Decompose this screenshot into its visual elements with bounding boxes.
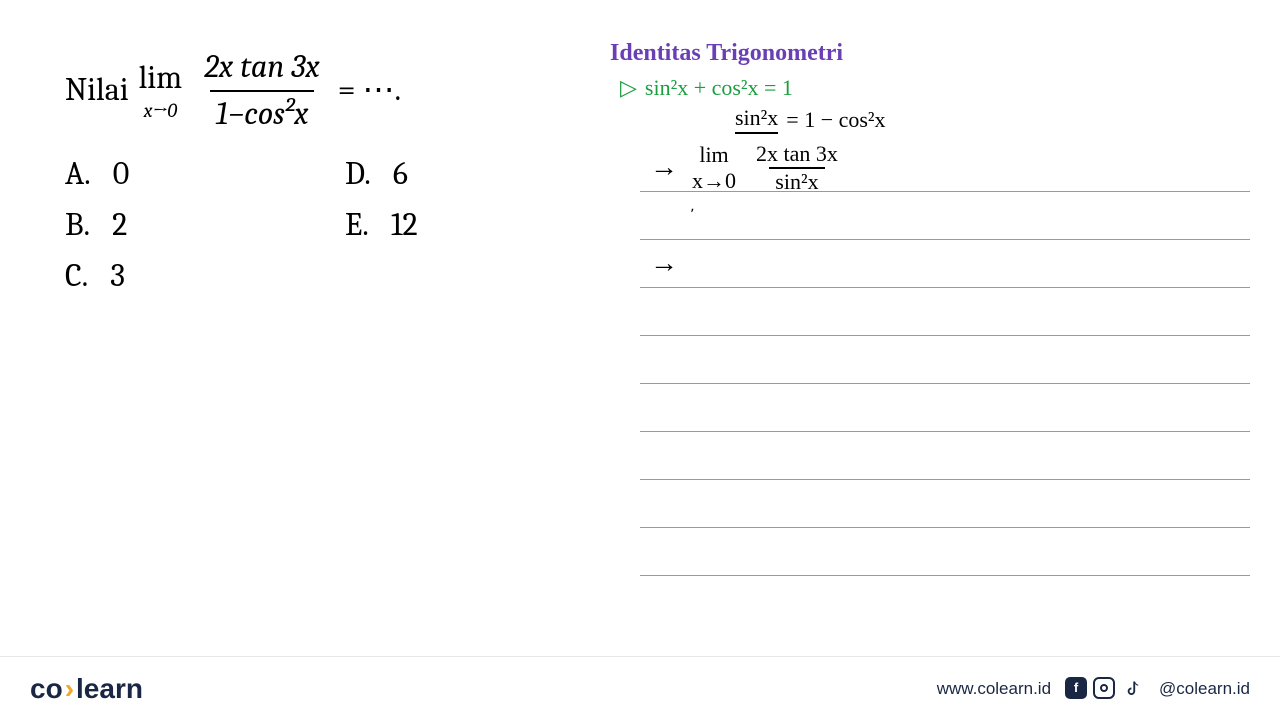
logo-part1: co (30, 673, 63, 704)
fraction-numerator: 2x tan 3x (198, 45, 326, 90)
option-e: E. 12 (345, 206, 545, 243)
facebook-icon: f (1065, 677, 1087, 699)
logo-part2: learn (76, 673, 143, 704)
tiktok-icon (1121, 677, 1145, 701)
question-prefix: Nilai (65, 68, 129, 113)
limit-notation: lim x→0 (139, 56, 183, 125)
ruled-row-1: → lim x→0 2x tan 3x sin²x (640, 144, 1250, 192)
option-c: C. 3 (65, 257, 345, 294)
derived-right: = 1 − cos²x (786, 107, 885, 133)
option-a-value: 0 (113, 155, 130, 192)
footer-handle: @colearn.id (1159, 679, 1250, 699)
footer-url: www.colearn.id (937, 679, 1051, 699)
arrow-icon: → (650, 152, 678, 184)
step1-limit: lim x→0 (692, 142, 736, 194)
brand-logo: co›learn (30, 673, 143, 705)
ruled-row-9 (640, 528, 1250, 576)
step1-sub: x→0 (692, 168, 736, 194)
step1-den: sin²x (769, 167, 824, 195)
stray-mark: ٬ (690, 207, 694, 224)
social-icons: f (1065, 677, 1145, 701)
option-c-label: C. (65, 257, 88, 294)
derived-left: sin²x (735, 105, 778, 134)
option-a: A. 0 (65, 155, 345, 192)
limit-subscript: x→0 (144, 97, 178, 125)
ruled-row-3: → (640, 240, 1250, 288)
handwriting-title: Identitas Trigonometri (610, 40, 1260, 67)
ruled-row-8 (640, 480, 1250, 528)
step1-fraction: 2x tan 3x sin²x (750, 141, 844, 195)
question-fraction: 2x tan 3x 1−cos²x (198, 45, 326, 137)
options-grid: A. 0 D. 6 B. 2 E. 12 C. 3 (65, 155, 585, 294)
option-b: B. 2 (65, 206, 345, 243)
ruled-row-5 (640, 336, 1250, 384)
option-e-label: E. (345, 206, 369, 243)
ruled-row-4 (640, 288, 1250, 336)
question-panel: Nilai lim x→0 2x tan 3x 1−cos²x = ⋯. A. … (65, 45, 585, 294)
option-b-value: 2 (112, 206, 127, 243)
ruled-notebook: → lim x→0 2x tan 3x sin²x ٬ → (640, 144, 1250, 576)
option-c-value: 3 (110, 257, 125, 294)
identity-line: ▷ sin²x + cos²x = 1 (620, 75, 1260, 101)
footer-bar: co›learn www.colearn.id f @colearn.id (0, 656, 1280, 720)
question-equals: = ⋯. (338, 68, 401, 113)
ruled-row-7 (640, 432, 1250, 480)
triangle-marker-icon: ▷ (620, 75, 637, 101)
logo-accent: › (65, 673, 74, 704)
derived-identity: sin²x = 1 − cos²x (735, 105, 1260, 134)
option-d: D. 6 (345, 155, 545, 192)
step1-num: 2x tan 3x (750, 141, 844, 167)
step1-lim: lim (699, 142, 728, 168)
footer-right: www.colearn.id f @colearn.id (937, 677, 1250, 701)
option-e-value: 12 (391, 206, 418, 243)
limit-symbol: lim (139, 56, 183, 101)
option-d-value: 6 (393, 155, 408, 192)
option-a-label: A. (65, 155, 91, 192)
question-text: Nilai lim x→0 2x tan 3x 1−cos²x = ⋯. (65, 45, 585, 137)
identity-formula: sin²x + cos²x = 1 (645, 75, 793, 101)
ruled-row-6 (640, 384, 1250, 432)
option-d-label: D. (345, 155, 371, 192)
instagram-icon (1093, 677, 1115, 699)
handwriting-panel: Identitas Trigonometri ▷ sin²x + cos²x =… (600, 40, 1260, 640)
fraction-denominator: 1−cos²x (210, 90, 315, 137)
ruled-row-2: ٬ (640, 192, 1250, 240)
option-b-label: B. (65, 206, 90, 243)
arrow-icon-2: → (650, 248, 678, 280)
